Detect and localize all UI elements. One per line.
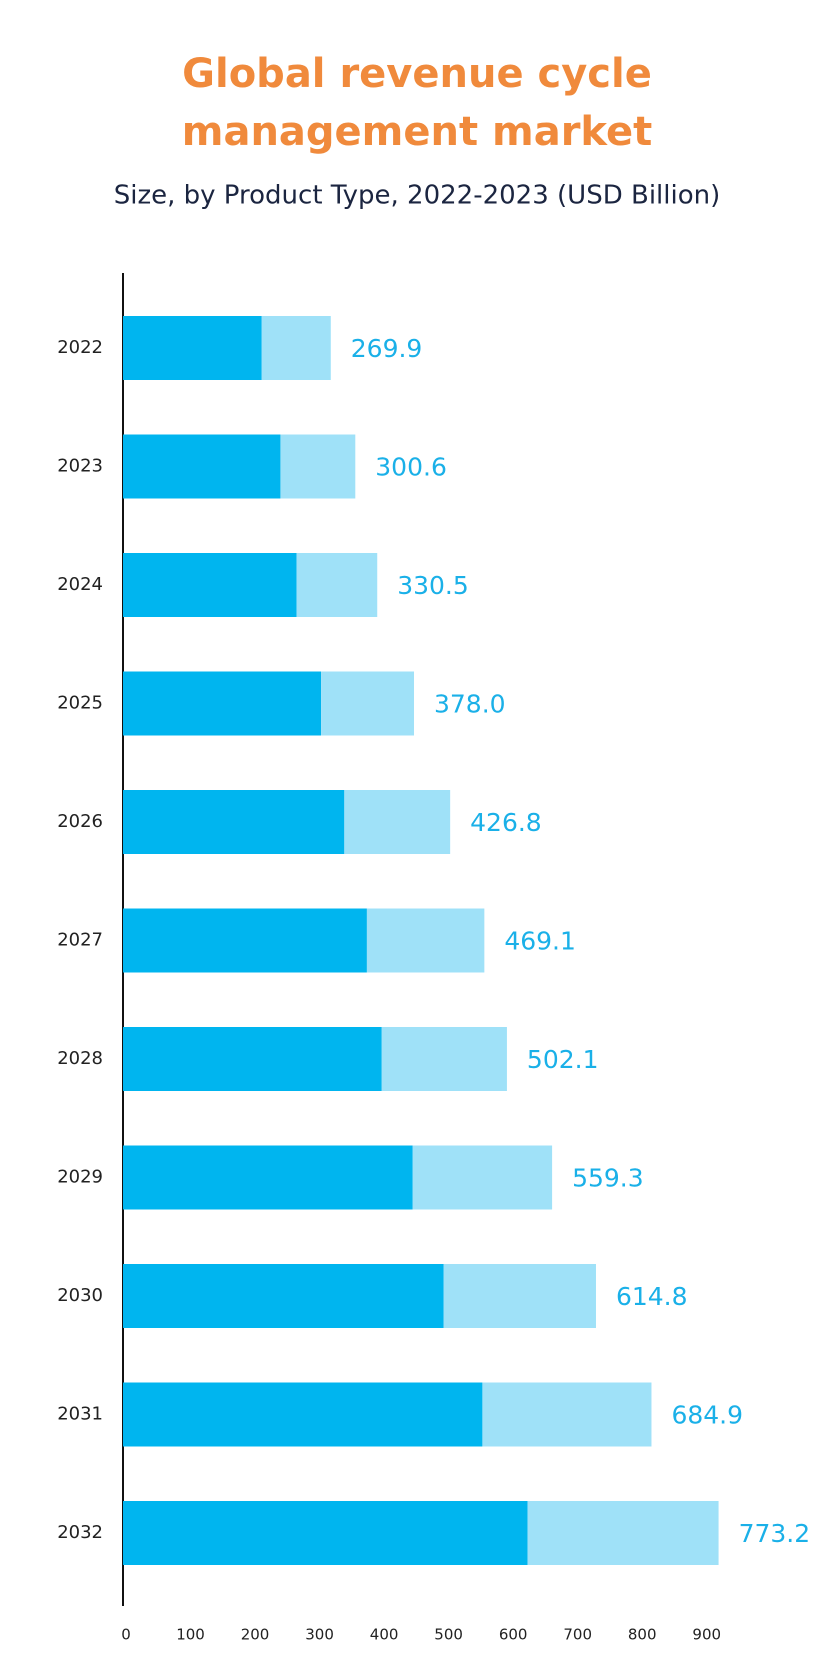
bar-segment [381,1027,507,1091]
y-tick-label: 2024 [57,574,103,595]
total-label: 614.8 [616,1282,688,1311]
bar-segment [123,908,367,973]
bar-segment [123,1382,483,1447]
chart-title: management market [182,109,652,155]
bar-segment [280,434,356,499]
y-tick-label: 2023 [57,456,103,477]
bar-segment [123,1145,413,1210]
y-tick-label: 2030 [57,1285,103,1306]
total-label: 426.8 [470,808,542,837]
bar-segment [123,553,297,617]
bar-segment [482,1382,652,1447]
bar-segment [412,1145,553,1210]
total-label: 773.2 [739,1519,811,1548]
bar-segment [123,1027,382,1091]
chart-title: Global revenue cycle [182,51,652,97]
x-tick-label: 800 [628,1626,657,1644]
bar-segment [123,671,322,736]
bar-segment [296,553,378,617]
chart-subtitle: Size, by Product Type, 2022-2023 (USD Bi… [114,181,721,211]
x-tick-label: 500 [434,1626,463,1644]
y-tick-label: 2027 [57,930,103,951]
y-tick-label: 2022 [57,337,103,358]
y-tick-label: 2031 [57,1404,103,1425]
x-tick-label: 600 [499,1626,528,1644]
total-label: 502.1 [527,1045,599,1074]
bar-segment [261,316,331,380]
y-tick-label: 2029 [57,1167,103,1188]
bar-segment [443,1264,596,1328]
total-label: 559.3 [572,1164,644,1193]
x-tick-label: 100 [176,1626,205,1644]
total-label: 269.9 [351,334,423,363]
y-tick-label: 2032 [57,1522,103,1543]
x-tick-label: 300 [305,1626,334,1644]
bar-segment [123,434,281,499]
x-tick-label: 900 [692,1626,721,1644]
bar-segment [123,1264,444,1328]
bar-segment [366,908,485,973]
x-tick-label: 700 [563,1626,592,1644]
total-label: 684.9 [671,1401,743,1430]
total-label: 469.1 [504,927,576,956]
y-tick-label: 2026 [57,811,103,832]
y-tick-label: 2028 [57,1048,103,1069]
x-tick-label: 400 [370,1626,399,1644]
bar-segment [344,790,451,854]
x-tick-label: 0 [121,1626,131,1644]
bar-segment [123,790,345,854]
total-label: 330.5 [397,571,469,600]
total-label: 378.0 [434,690,506,719]
y-tick-label: 2025 [57,693,103,714]
bar-segment [123,316,262,380]
x-tick-label: 200 [241,1626,270,1644]
bar-segment [123,1501,528,1565]
total-label: 300.6 [375,453,447,482]
bar-segment [321,671,415,736]
bar-segment [527,1501,719,1565]
